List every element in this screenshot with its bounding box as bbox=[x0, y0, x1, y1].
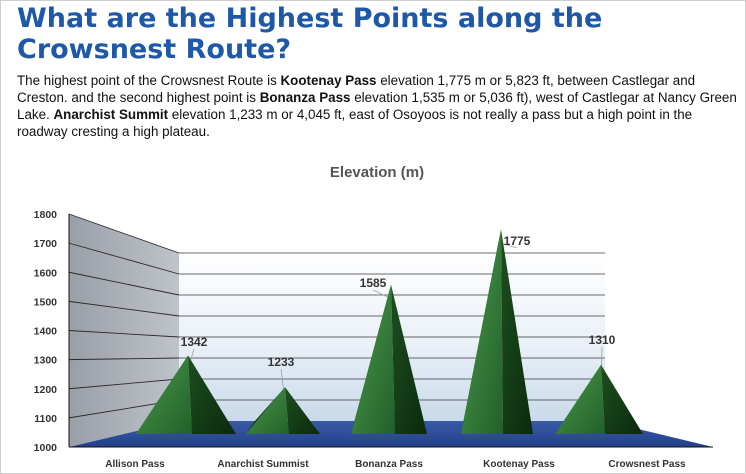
data-label: 1233 bbox=[268, 355, 295, 369]
pyramid-bonanza-pass bbox=[351, 284, 427, 434]
pyramid-anarchist-summist bbox=[246, 387, 320, 434]
y-tick-label: 1500 bbox=[34, 296, 58, 308]
y-tick-label: 1000 bbox=[34, 442, 58, 454]
highlight-bonanza-pass: Bonanza Pass bbox=[259, 90, 351, 105]
x-tick-label: Crowsnest Pass bbox=[608, 459, 686, 470]
y-tick-label: 1800 bbox=[34, 209, 58, 221]
gridline-side bbox=[68, 242, 180, 275]
x-tick-label: Allison Pass bbox=[105, 459, 165, 470]
data-label: 1342 bbox=[181, 335, 208, 349]
y-tick-label: 1300 bbox=[34, 355, 58, 367]
elevation-chart: Elevation (m) 1000 1100 1200 1300 1400 1500 16… bbox=[34, 164, 713, 470]
data-label: 1310 bbox=[589, 333, 616, 347]
y-tick-label: 1400 bbox=[34, 326, 58, 338]
x-tick-label: Bonanza Pass bbox=[355, 459, 423, 470]
x-tick-label: Kootenay Pass bbox=[483, 459, 555, 470]
chart-side-wall bbox=[69, 214, 179, 447]
intro-paragraph: The highest point of the Crowsnest Route… bbox=[17, 72, 739, 140]
y-tick-label: 1100 bbox=[34, 413, 57, 425]
highlight-anarchist-summit: Anarchist Summit bbox=[53, 107, 169, 122]
gridline-side bbox=[68, 378, 180, 390]
data-label: 1775 bbox=[504, 234, 531, 248]
chart-title: Elevation (m) bbox=[330, 164, 424, 181]
gridline-side bbox=[68, 213, 180, 254]
x-tick-label: Anarchist Summist bbox=[217, 459, 309, 470]
pyramid-kootenay-pass bbox=[461, 229, 533, 434]
gridline-side bbox=[68, 271, 180, 296]
pyramid-crowsnest-pass bbox=[555, 364, 643, 434]
intro-text-1: The highest point of the Crowsnest Route… bbox=[17, 73, 281, 88]
y-tick-label: 1700 bbox=[34, 238, 58, 250]
gridline-side bbox=[68, 330, 180, 338]
intro-text-3: elevation 1,535 m or 5,036 ft), west of … bbox=[17, 90, 737, 122]
y-tick-label: 1600 bbox=[34, 267, 58, 279]
data-label: 1585 bbox=[360, 276, 387, 290]
gridline-side bbox=[68, 357, 180, 361]
intro-text-2: elevation 1,775 m or 5,823 ft, between C… bbox=[17, 73, 696, 105]
data-label-leader bbox=[500, 242, 518, 249]
highlight-kootenay-pass: Kootenay Pass bbox=[280, 73, 377, 88]
intro-text-4: elevation 1,233 m or 4,045 ft, east of O… bbox=[17, 107, 693, 139]
gridline-side bbox=[68, 300, 180, 317]
y-tick-label: 1200 bbox=[34, 384, 58, 396]
page-title: What are the Highest Points along the Cr… bbox=[17, 3, 603, 65]
